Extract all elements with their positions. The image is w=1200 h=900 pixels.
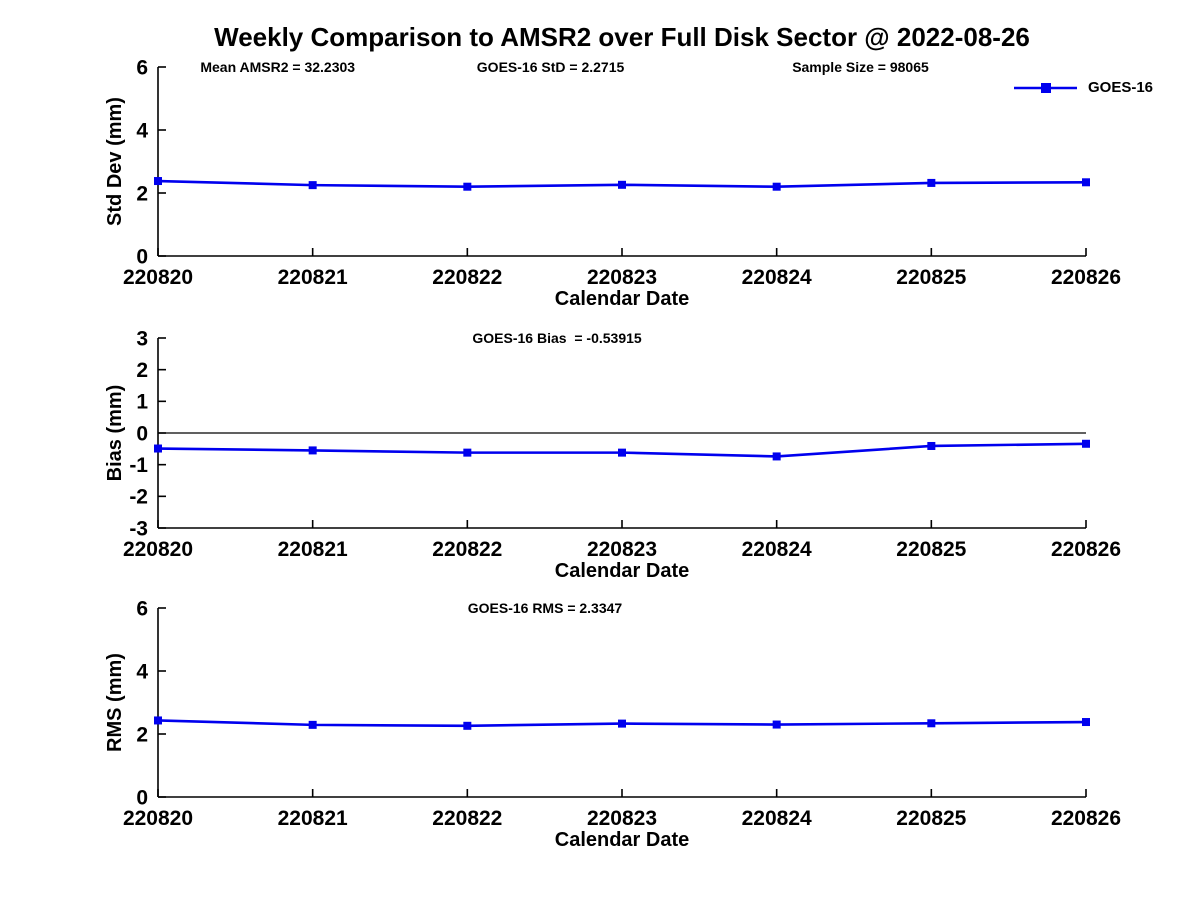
data-point-marker <box>927 441 936 450</box>
rms-subplot: 0 2 4 6 220820 220821 220822 220823 220824 220825… <box>104 597 1121 851</box>
data-point-marker <box>463 448 472 457</box>
y-axis-label: RMS (mm) <box>104 653 126 752</box>
x-tick-label: 220822 <box>432 538 502 561</box>
y-tick-label: 0 <box>136 245 148 268</box>
y-tick-label: -2 <box>129 486 148 509</box>
x-tick-label: 220823 <box>587 266 657 289</box>
y-tick-label: 0 <box>136 422 148 445</box>
data-point-marker <box>618 719 626 728</box>
stat-annotation: GOES-16 Bias = -0.53915 <box>472 330 641 346</box>
stat-annotation: GOES-16 StD = 2.2715 <box>477 59 625 75</box>
y-tick-label: 2 <box>136 359 148 382</box>
stat-annotation: GOES-16 RMS = 2.3347 <box>468 600 623 616</box>
data-point-marker <box>772 452 781 461</box>
x-tick-label: 220826 <box>1051 807 1121 830</box>
x-tick-label: 220820 <box>123 538 193 561</box>
data-point-marker <box>1082 178 1090 187</box>
chart-title: Weekly Comparison to AMSR2 over Full Dis… <box>214 22 1030 52</box>
y-tick-label: -1 <box>129 454 148 477</box>
x-tick-label: 220821 <box>278 538 348 561</box>
y-tick-label: 3 <box>136 327 148 350</box>
x-axis-label: Calendar Date <box>555 829 690 851</box>
data-point-marker <box>308 720 317 729</box>
data-point-marker <box>154 716 162 725</box>
std-dev-subplot: 0 2 4 6 220820 220821 220822 220823 220824 220825… <box>104 56 1121 310</box>
x-tick-label: 220825 <box>896 266 966 289</box>
data-point-marker <box>154 177 162 186</box>
y-tick-label: 1 <box>136 391 148 414</box>
data-point-marker <box>927 178 936 187</box>
x-tick-label: 220822 <box>432 807 502 830</box>
data-point-marker <box>308 446 317 455</box>
data-point-marker <box>772 182 781 191</box>
legend-label: GOES-16 <box>1088 79 1154 96</box>
data-point-marker <box>1082 439 1090 448</box>
legend-line-marker-icon <box>1014 82 1077 93</box>
x-tick-label: 220821 <box>278 266 348 289</box>
data-point-marker <box>1082 718 1090 727</box>
data-point-marker <box>154 444 162 453</box>
data-point-marker <box>618 448 626 457</box>
x-axis-label: Calendar Date <box>555 560 690 582</box>
x-tick-label: 220821 <box>278 807 348 830</box>
x-tick-label: 220820 <box>123 266 193 289</box>
y-tick-label: 2 <box>136 723 148 746</box>
x-tick-label: 220820 <box>123 807 193 830</box>
x-tick-label: 220825 <box>896 538 966 561</box>
y-tick-label: 4 <box>136 119 148 142</box>
y-tick-label: 4 <box>136 660 148 683</box>
x-tick-label: 220824 <box>742 807 812 830</box>
data-point-marker <box>308 181 317 190</box>
y-tick-label: 2 <box>136 182 148 205</box>
x-tick-label: 220823 <box>587 807 657 830</box>
x-tick-label: 220826 <box>1051 538 1121 561</box>
data-point-marker <box>927 719 936 728</box>
x-tick-label: 220824 <box>742 266 812 289</box>
data-point-marker <box>772 720 781 729</box>
x-tick-label: 220822 <box>432 266 502 289</box>
stat-annotation: Mean AMSR2 = 32.2303 <box>200 59 355 75</box>
x-tick-label: 220825 <box>896 807 966 830</box>
y-tick-label: 0 <box>136 786 148 809</box>
y-tick-label: -3 <box>129 517 148 540</box>
y-tick-label: 6 <box>136 56 148 79</box>
x-tick-label: 220823 <box>587 538 657 561</box>
y-axis-label: Std Dev (mm) <box>104 97 126 226</box>
x-axis-label: Calendar Date <box>555 288 690 310</box>
data-point-marker <box>463 721 472 730</box>
x-tick-label: 220824 <box>742 538 812 561</box>
legend: GOES-16 <box>1013 79 1153 96</box>
stat-annotation: Sample Size = 98065 <box>792 59 929 75</box>
data-point-marker <box>463 182 472 191</box>
bias-subplot: -3 -2 -1 0 1 2 3 220820 220821 220822 220823 220824… <box>104 327 1121 582</box>
data-point-marker <box>618 180 626 189</box>
y-tick-label: 6 <box>136 597 148 620</box>
x-tick-label: 220826 <box>1051 266 1121 289</box>
y-axis-label: Bias (mm) <box>104 385 126 482</box>
